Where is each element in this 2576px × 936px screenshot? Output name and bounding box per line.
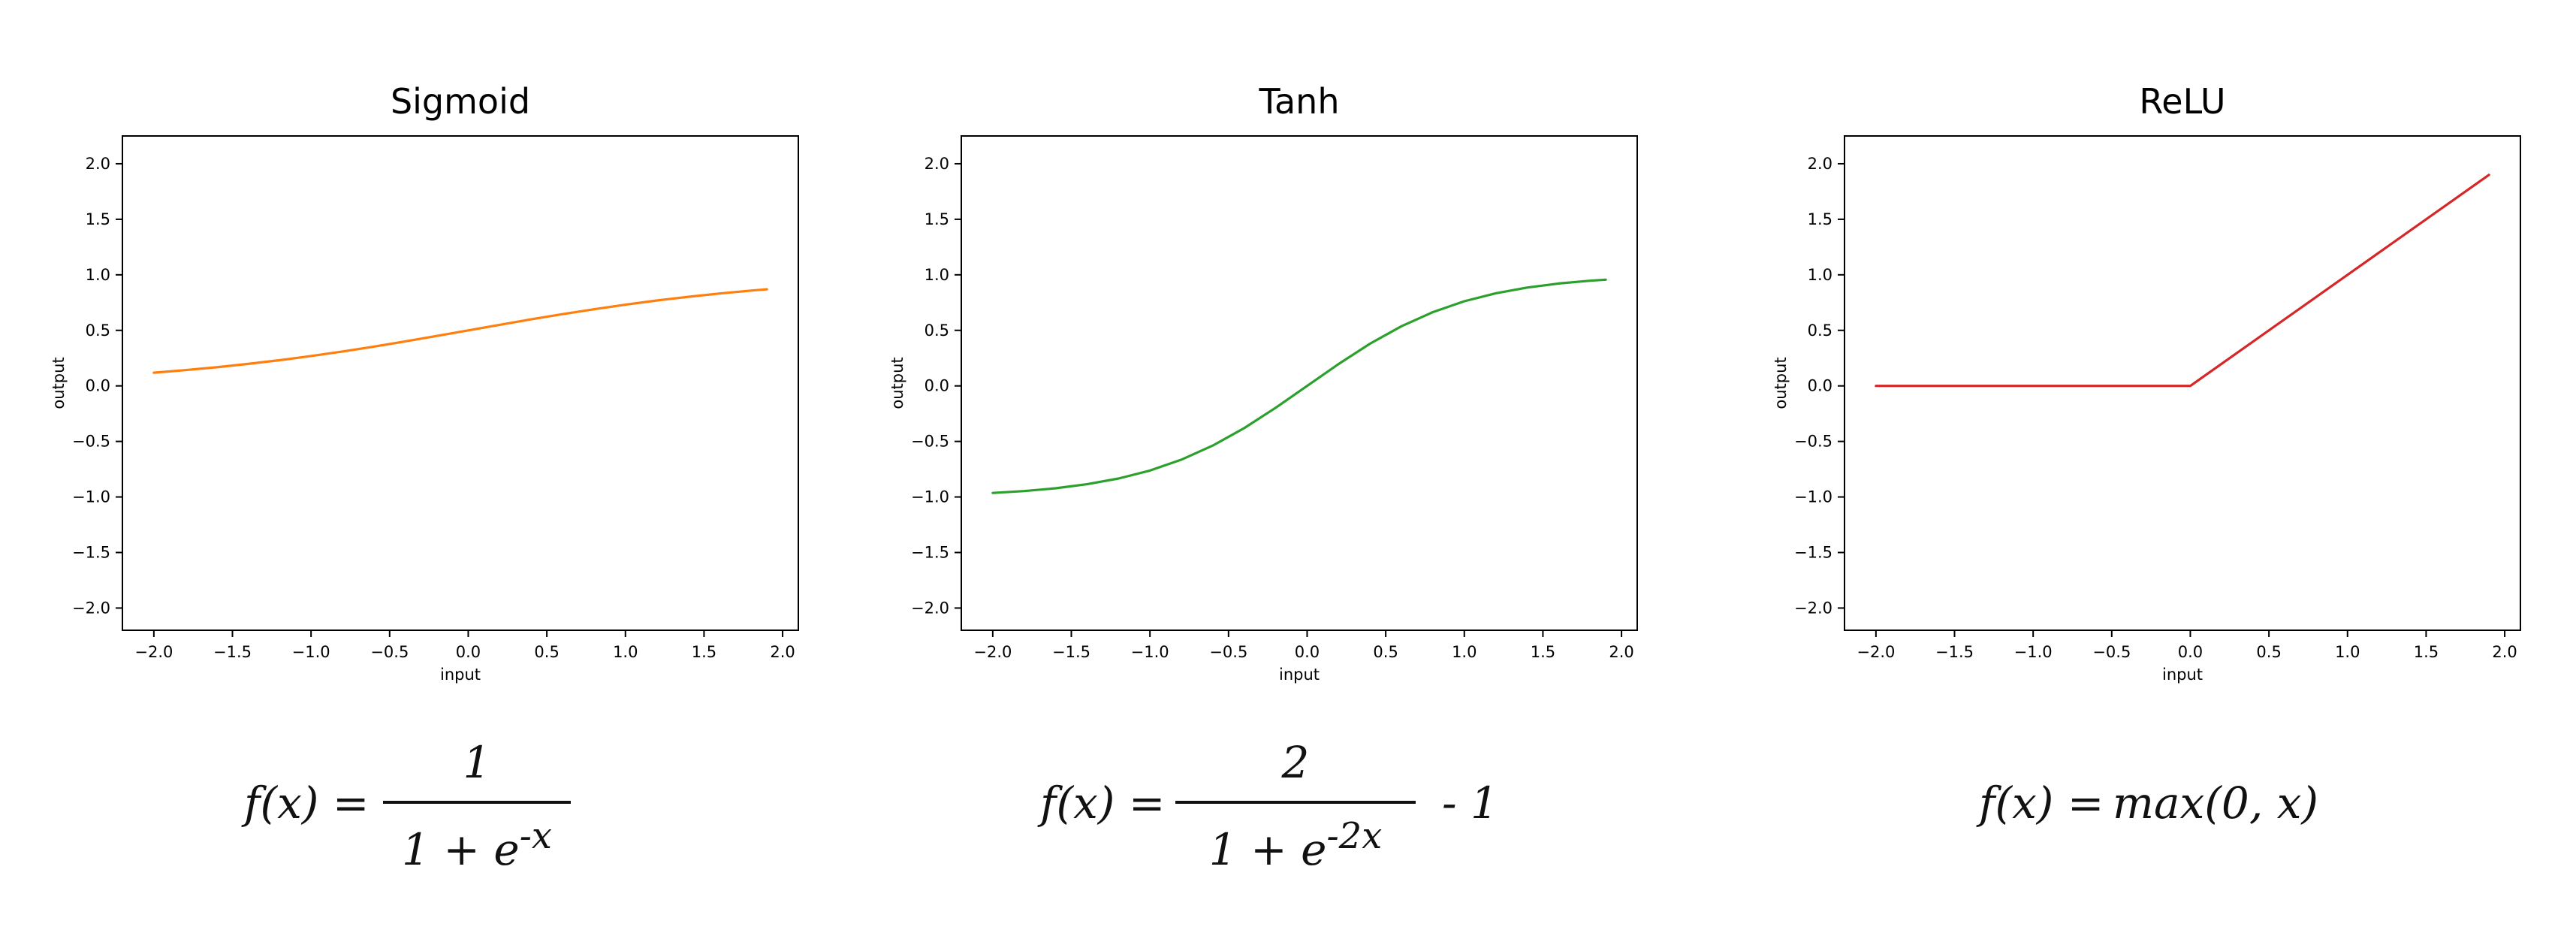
tanh-denominator-exponent: -2x [1326,815,1383,857]
relu-x-tick-label: 1.5 [2414,643,2439,661]
tanh-formula-numerator: 2 [1281,737,1310,788]
tanh-x-tick-label: −2.0 [973,643,1012,661]
sigmoid-fraction-bar [383,801,571,804]
sigmoid-chart: Sigmoid −2.0 −1.5 −1.0 −0.5 0.0 0.5 1.0 1.5 2.0 −2… [50,81,799,684]
sigmoid-x-tick-label: −1.5 [213,643,252,661]
relu-y-tick-label: 2.0 [1808,155,1832,173]
tanh-series-line [991,278,1607,494]
tanh-y-tick-label: −2.0 [911,599,949,617]
sigmoid-y-tick-label: −1.5 [72,543,110,561]
tanh-denominator-base: 1 + e [1208,824,1327,875]
relu-formula-lhs: f(x) = [1979,777,2104,829]
relu-plot-frame [1844,135,2521,631]
tanh-x-tick-label: −1.0 [1131,643,1169,661]
tanh-formula-lhs: f(x) = [1040,777,1166,829]
relu-series-line [1875,174,2490,388]
relu-y-tick-label: −1.5 [1794,543,1832,561]
sigmoid-denominator-exponent: -x [519,815,552,857]
relu-y-tick-label: −1.0 [1794,488,1832,506]
tanh-y-axis-label: output [888,357,906,409]
tanh-plot-frame [961,135,1638,631]
sigmoid-y-tick-label: 0.0 [86,377,110,395]
sigmoid-x-tick-label: −2.0 [134,643,173,661]
tanh-y-tick-label: −1.5 [911,543,949,561]
sigmoid-formula-denominator: 1 + e-x [383,815,571,875]
relu-y-tick-label: −0.5 [1794,433,1832,451]
tanh-y-tick-label: 2.0 [925,155,949,173]
sigmoid-x-tick-label: 0.5 [534,643,559,661]
sigmoid-x-axis-label: input [440,666,481,684]
sigmoid-plot-frame [122,135,799,631]
tanh-y-tick-label: 0.0 [925,377,949,395]
tanh-x-tick-label: 1.0 [1452,643,1477,661]
relu-x-tick-label: −2.0 [1857,643,1895,661]
sigmoid-y-tick-label: 1.5 [86,210,110,228]
sigmoid-y-tick-label: −1.0 [72,488,110,506]
relu-y-axis-label: output [1772,357,1790,409]
tanh-x-tick-label: −0.5 [1209,643,1247,661]
relu-y-tick-label: −2.0 [1794,599,1832,617]
relu-x-tick-label: 1.0 [2335,643,2360,661]
sigmoid-x-tick-label: −1.0 [292,643,330,661]
tanh-y-tick-label: 1.5 [925,210,949,228]
relu-x-tick-label: −1.0 [2014,643,2053,661]
sigmoid-y-axis-label: output [50,357,68,409]
tanh-x-tick-label: 2.0 [1609,643,1633,661]
relu-chart-title: ReLU [2139,81,2225,122]
sigmoid-denominator-base: 1 + e [402,824,520,875]
sigmoid-y-tick-label: 0.5 [86,322,110,340]
sigmoid-y-tick-label: −2.0 [72,599,110,617]
sigmoid-formula: f(x) = 1 1 + e-x [244,732,635,890]
sigmoid-x-tick-label: 2.0 [770,643,795,661]
relu-x-axis-label: input [2162,666,2203,684]
relu-y-tick-label: 1.5 [1808,210,1832,228]
tanh-x-tick-label: 1.5 [1531,643,1555,661]
relu-x-tick-label: −1.5 [1935,643,1974,661]
sigmoid-x-tick-label: 0.0 [456,643,481,661]
sigmoid-y-tick-label: 1.0 [86,266,110,284]
tanh-y-tick-label: 1.0 [925,266,949,284]
sigmoid-formula-lhs: f(x) = [244,777,370,829]
sigmoid-y-tick-label: −0.5 [72,433,110,451]
relu-chart: ReLU −2.0 −1.5 −1.0 −0.5 0.0 0.5 1.0 1.5 2.0 −2.0 −… [1772,81,2521,684]
sigmoid-series-line [152,288,768,374]
tanh-x-tick-label: 0.5 [1373,643,1398,661]
relu-y-tick-label: 0.5 [1808,322,1832,340]
tanh-y-tick-label: −0.5 [911,433,949,451]
tanh-x-tick-label: −1.5 [1052,643,1090,661]
tanh-formula: f(x) = 2 1 + e-2x - 1 [1040,732,1521,890]
relu-x-tick-label: 0.0 [2178,643,2203,661]
relu-formula-rhs: max(0, x) [2113,777,2319,829]
relu-formula: f(x) = max(0, x) [1979,777,2369,845]
sigmoid-x-tick-label: 1.0 [613,643,638,661]
tanh-formula-suffix: - 1 [1442,777,1498,829]
tanh-x-tick-label: 0.0 [1295,643,1320,661]
sigmoid-x-tick-label: 1.5 [692,643,716,661]
sigmoid-chart-title: Sigmoid [391,81,530,122]
sigmoid-x-tick-label: −0.5 [370,643,409,661]
sigmoid-formula-numerator: 1 [463,737,491,788]
tanh-x-axis-label: input [1279,666,1320,684]
tanh-chart: Tanh −2.0 −1.5 −1.0 −0.5 0.0 0.5 1.0 1.5 2.0 −2.0 −… [888,81,1638,684]
relu-x-tick-label: −0.5 [2092,643,2131,661]
tanh-y-tick-label: −1.0 [911,488,949,506]
tanh-chart-title: Tanh [1259,81,1340,122]
tanh-y-tick-label: 0.5 [925,322,949,340]
relu-x-tick-label: 0.5 [2256,643,2281,661]
relu-x-tick-label: 2.0 [2492,643,2517,661]
relu-y-tick-label: 1.0 [1808,266,1832,284]
tanh-formula-denominator: 1 + e-2x [1175,815,1416,875]
sigmoid-y-tick-label: 2.0 [86,155,110,173]
relu-y-tick-label: 0.0 [1808,377,1832,395]
tanh-fraction-bar [1175,801,1416,804]
